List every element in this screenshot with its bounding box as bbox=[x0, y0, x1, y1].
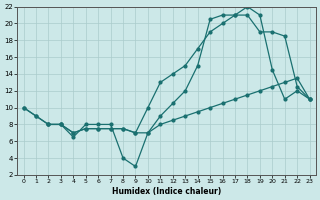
X-axis label: Humidex (Indice chaleur): Humidex (Indice chaleur) bbox=[112, 187, 221, 196]
